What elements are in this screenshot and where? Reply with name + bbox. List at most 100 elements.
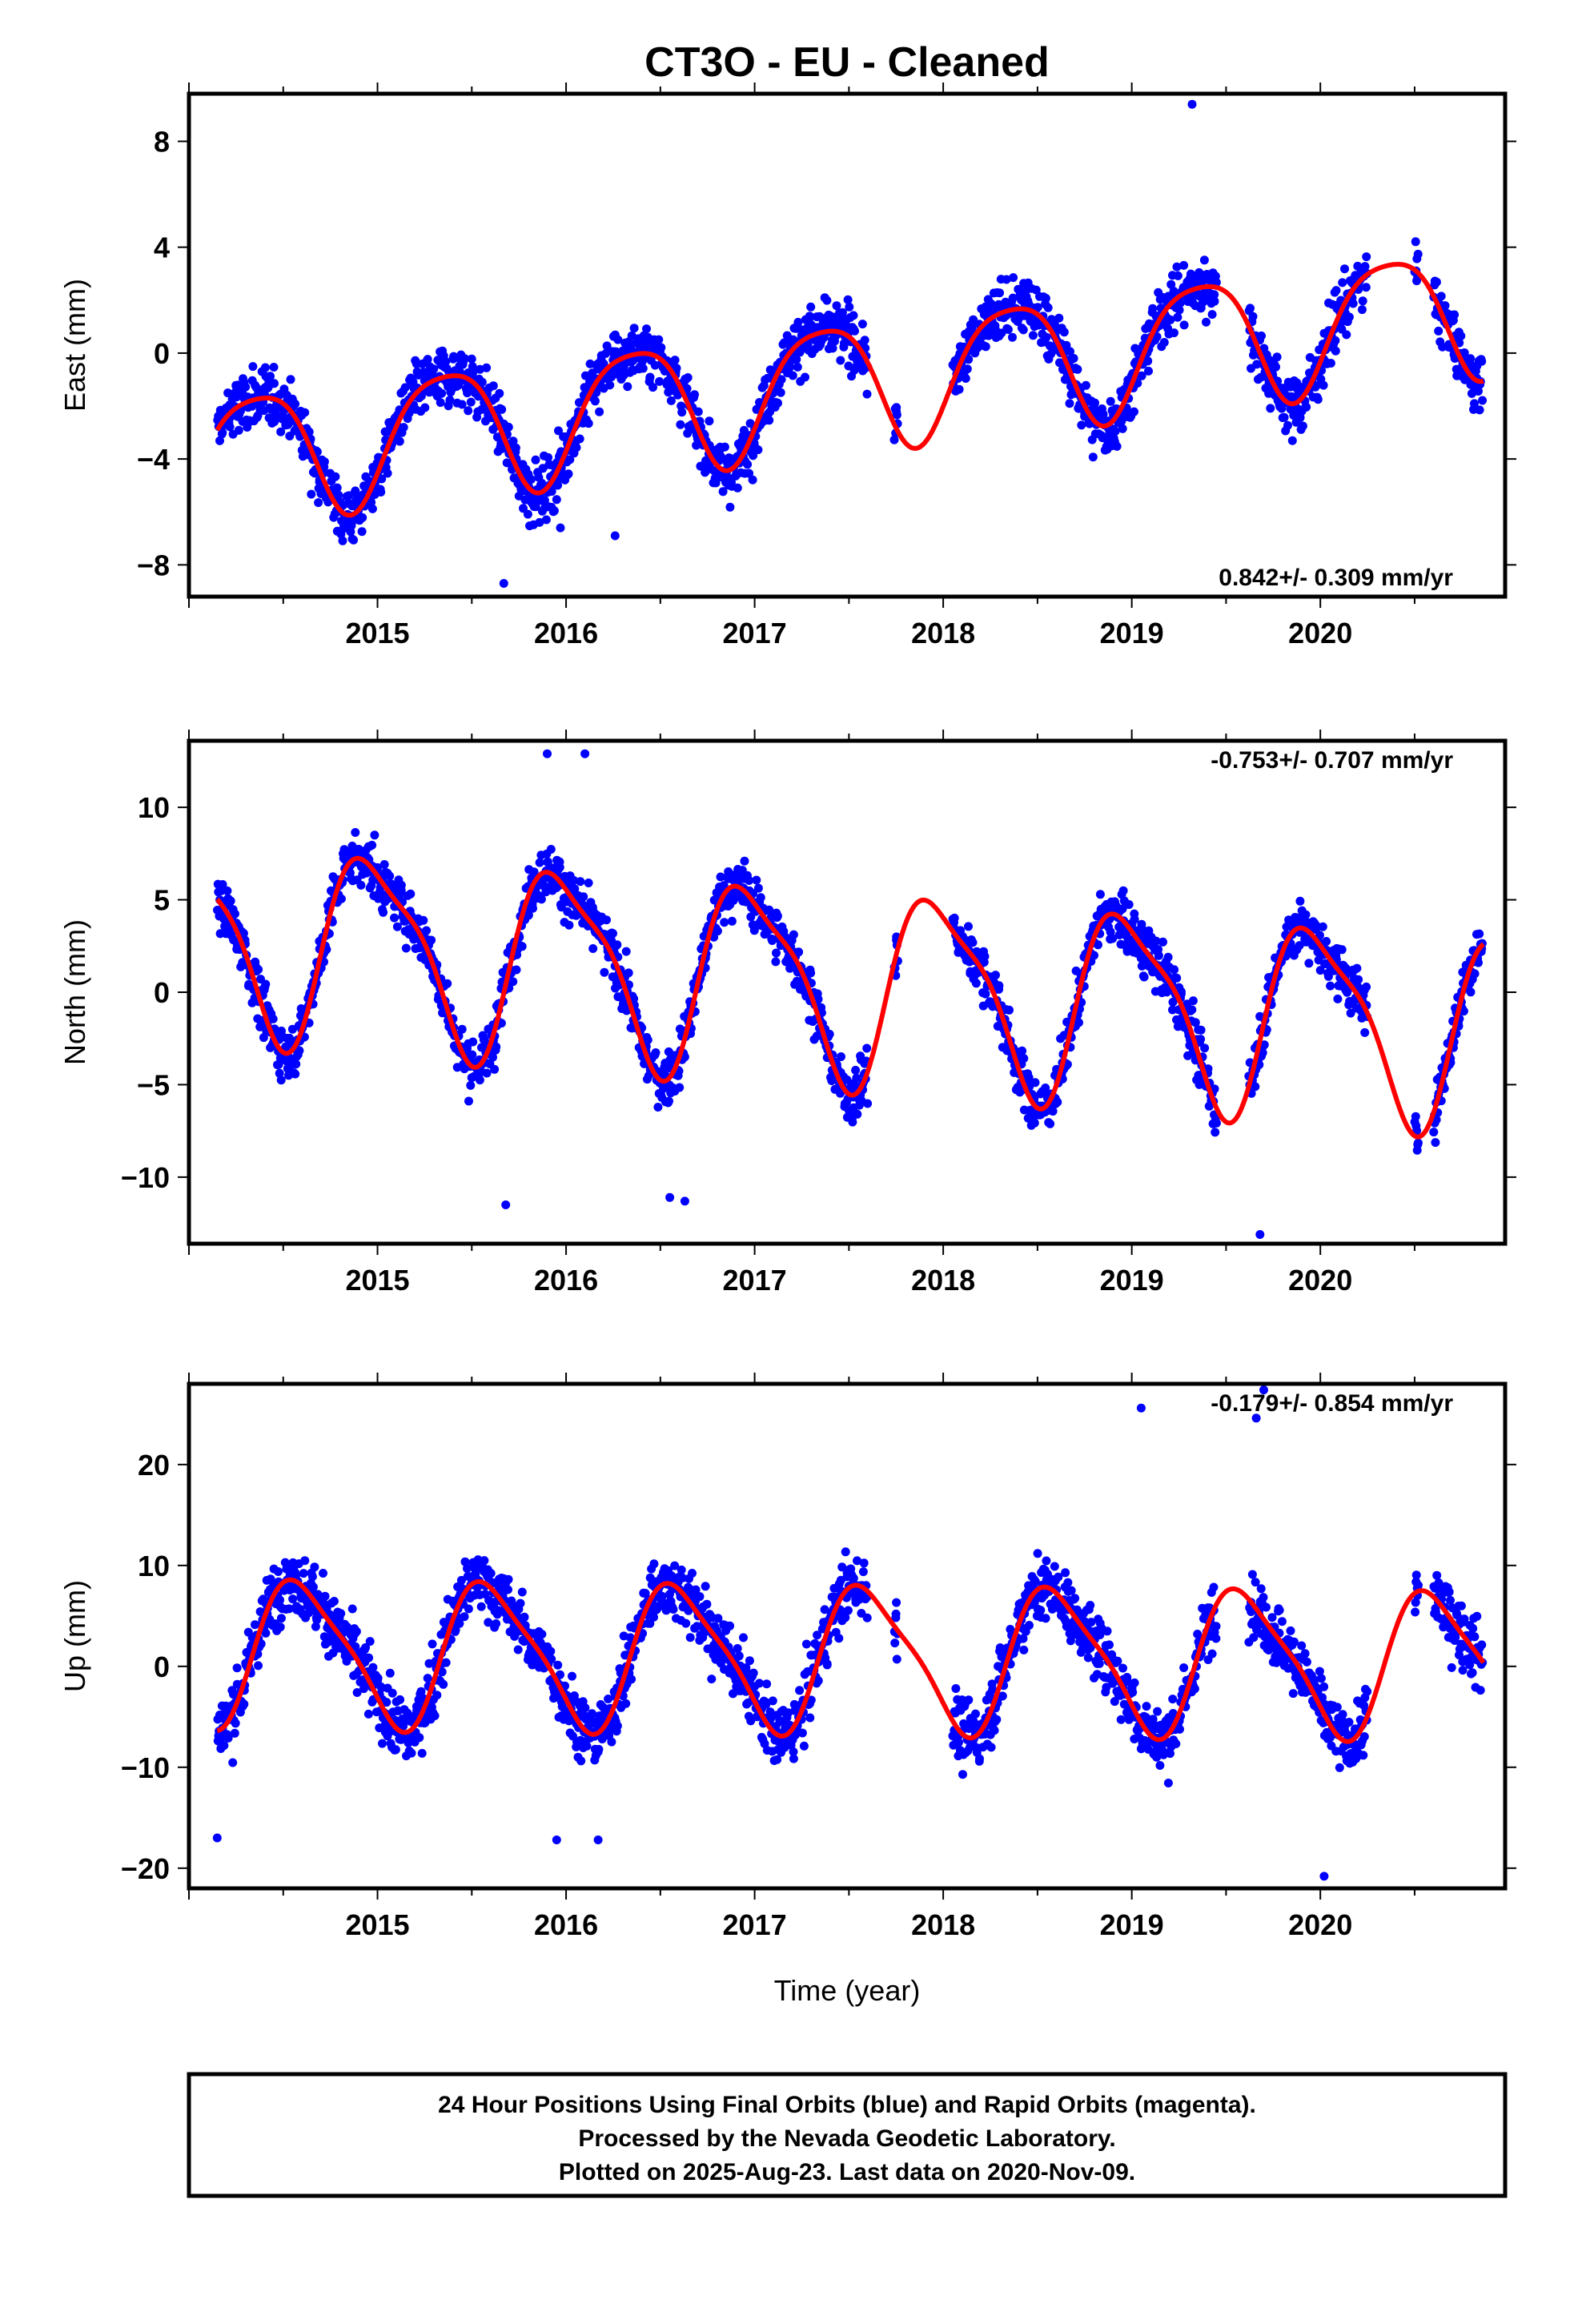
- up-point: [733, 1644, 742, 1653]
- up-point: [486, 1569, 496, 1578]
- up-point: [484, 1618, 493, 1627]
- north-point: [806, 968, 816, 978]
- east-point: [1081, 380, 1090, 390]
- up-point: [255, 1607, 265, 1616]
- north-point: [512, 965, 521, 975]
- up-point: [428, 1639, 437, 1649]
- east-point: [291, 399, 300, 408]
- north-point: [1106, 927, 1115, 937]
- east-y-tick-label: −4: [137, 443, 170, 476]
- east-point: [1073, 364, 1082, 374]
- east-point: [605, 380, 615, 390]
- north-point: [964, 922, 973, 931]
- up-point: [451, 1625, 460, 1634]
- east-point: [1271, 362, 1280, 372]
- north-outlier-point: [1255, 1230, 1265, 1239]
- east-point: [497, 404, 507, 414]
- east-point: [1279, 412, 1289, 422]
- north-point: [1030, 1078, 1040, 1088]
- east-point: [655, 376, 665, 386]
- east-point: [1474, 387, 1483, 396]
- east-point: [1173, 312, 1182, 322]
- north-point: [524, 911, 533, 920]
- north-point: [753, 883, 763, 893]
- east-point: [1311, 381, 1321, 391]
- east-point: [1319, 380, 1328, 390]
- up-point: [746, 1716, 756, 1726]
- east-point: [1246, 304, 1255, 313]
- east-point: [1009, 273, 1018, 283]
- east-point: [1088, 452, 1098, 462]
- north-y-tick-label: −10: [121, 1161, 170, 1194]
- north-point: [853, 1109, 862, 1119]
- east-point: [1059, 328, 1069, 337]
- up-point: [739, 1633, 748, 1642]
- east-point: [1166, 279, 1176, 289]
- up-point: [407, 1748, 416, 1758]
- up-point: [415, 1733, 424, 1743]
- up-point: [513, 1645, 523, 1655]
- north-point: [443, 979, 452, 988]
- east-point: [892, 410, 901, 420]
- north-point: [991, 971, 1000, 980]
- east-point: [828, 344, 837, 353]
- east-y-tick-label: 8: [154, 125, 170, 158]
- north-point: [629, 994, 639, 1003]
- east-point: [1361, 283, 1371, 292]
- east-point: [1033, 303, 1042, 312]
- up-point: [799, 1741, 809, 1751]
- north-point: [1362, 982, 1371, 991]
- east-point: [1413, 249, 1423, 259]
- north-point: [981, 989, 990, 999]
- up-point: [423, 1674, 432, 1683]
- up-point: [254, 1661, 263, 1671]
- east-point: [488, 381, 498, 391]
- north-point: [863, 1099, 873, 1108]
- east-point: [519, 504, 528, 513]
- north-point: [643, 1035, 652, 1045]
- north-point: [1154, 951, 1163, 960]
- north-point: [468, 1050, 477, 1059]
- east-point: [1431, 277, 1441, 287]
- up-point: [391, 1745, 400, 1755]
- east-point: [1331, 286, 1341, 296]
- north-point: [370, 830, 379, 840]
- east-point: [1348, 299, 1358, 308]
- north-point: [468, 1037, 478, 1047]
- up-point: [627, 1675, 636, 1684]
- up-point: [441, 1658, 451, 1667]
- east-point: [1460, 348, 1469, 357]
- east-point: [357, 527, 367, 537]
- east-point: [1202, 317, 1211, 327]
- east-point: [1450, 310, 1460, 320]
- east-point: [460, 354, 469, 364]
- up-point: [319, 1569, 327, 1578]
- east-point: [549, 506, 559, 516]
- east-outlier-point: [610, 531, 620, 541]
- up-point: [701, 1582, 710, 1591]
- north-point: [1200, 1043, 1210, 1053]
- east-point: [575, 434, 584, 444]
- east-plot-frame: [187, 91, 1508, 599]
- east-point: [270, 379, 279, 388]
- north-point: [680, 1052, 689, 1062]
- up-point: [517, 1587, 527, 1597]
- north-y-tick-label: 0: [154, 976, 170, 1009]
- east-point: [445, 396, 455, 405]
- east-point: [1477, 356, 1487, 366]
- east-point: [248, 362, 258, 372]
- up-point: [368, 1663, 378, 1672]
- up-point: [361, 1642, 371, 1652]
- north-point: [419, 915, 428, 925]
- east-point: [788, 371, 797, 380]
- up-point: [274, 1567, 283, 1576]
- east-point: [745, 468, 754, 478]
- east-x-tick-label: 2019: [1100, 617, 1164, 649]
- north-point: [971, 979, 981, 988]
- north-point: [1158, 937, 1167, 947]
- east-x-tick-label: 2016: [534, 617, 598, 649]
- up-point: [373, 1674, 383, 1683]
- up-point: [649, 1612, 658, 1622]
- north-point: [482, 1068, 492, 1078]
- up-point: [382, 1698, 391, 1707]
